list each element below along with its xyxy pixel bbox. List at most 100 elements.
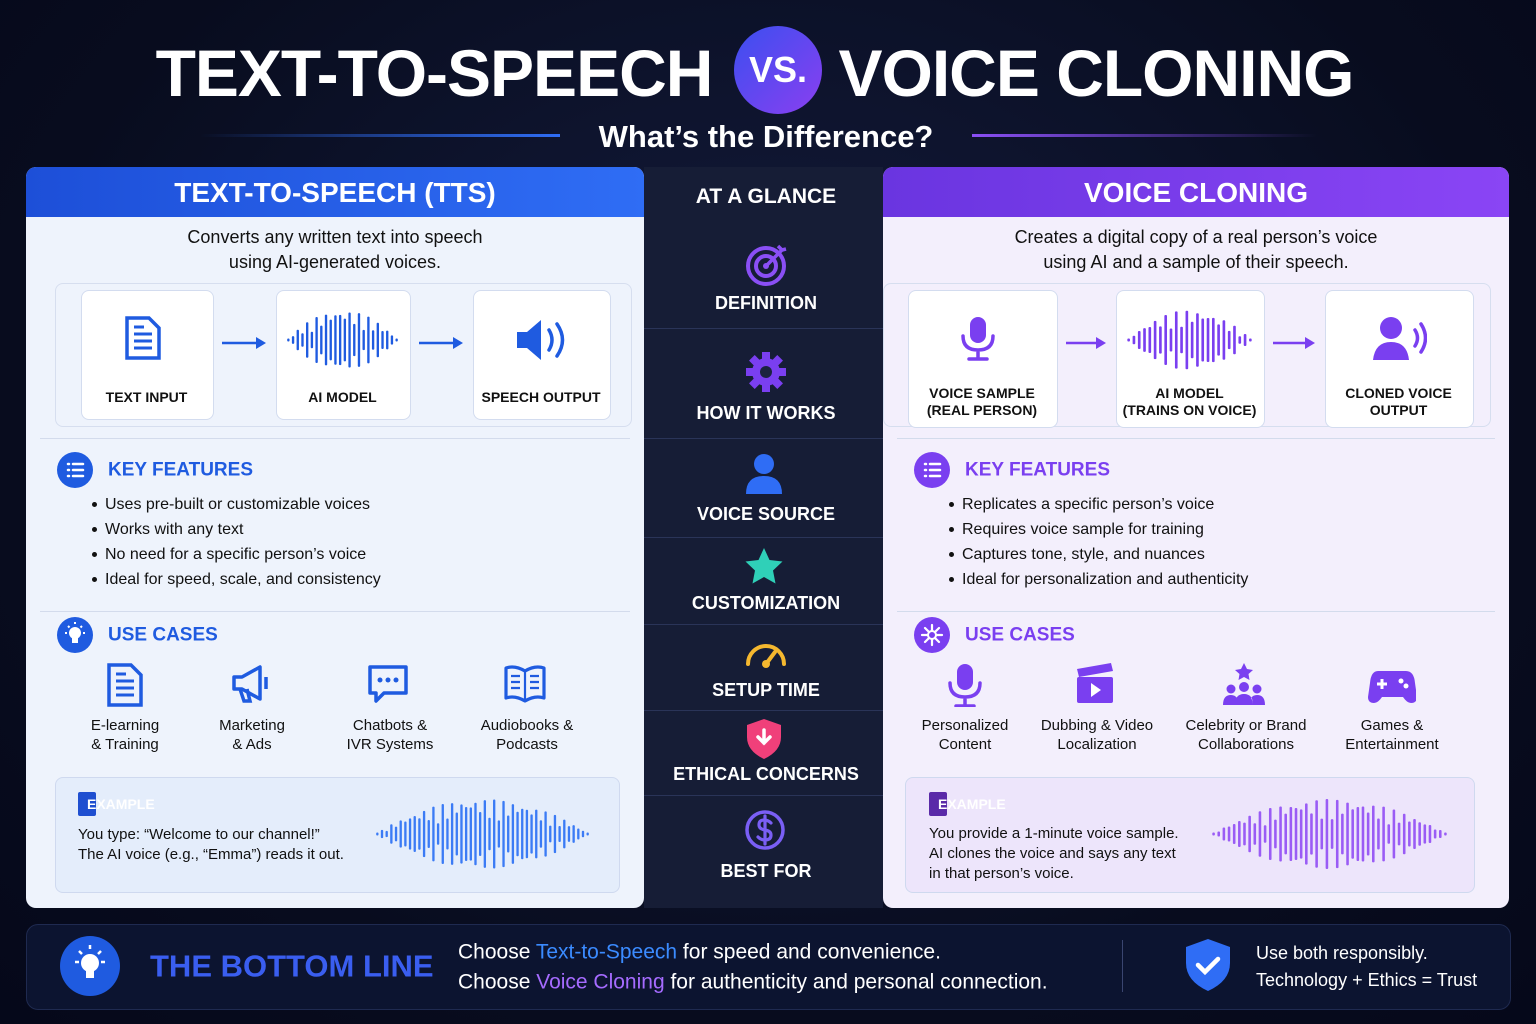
icon-part: [1412, 322, 1427, 354]
icon-part: [539, 820, 543, 848]
use-case-icon: [941, 661, 989, 708]
example-text: You type: “Welcome to our channel!”: [78, 826, 320, 843]
icon-part: [1310, 813, 1313, 855]
icon-part: [469, 807, 472, 861]
glance-divider: [644, 537, 883, 538]
subtitle: What’s the Difference?: [598, 119, 934, 154]
icon-part: [1423, 824, 1427, 844]
icon-part: [1195, 956, 1221, 976]
icon-part: [1217, 831, 1221, 837]
icon-part: [427, 819, 430, 849]
glance-item: VOICE SOURCE: [696, 504, 836, 524]
icon-part: [1196, 313, 1199, 367]
panel-header: [883, 167, 1509, 217]
icon-part: [413, 815, 416, 853]
icon-part: [483, 800, 487, 868]
icon-part: [1294, 808, 1298, 860]
icon-part: [488, 817, 491, 851]
icon-part: [1137, 331, 1141, 349]
icon-part: [1274, 819, 1277, 849]
icon-part: [1211, 317, 1215, 363]
icon-part: [376, 832, 379, 836]
icon-part: [1397, 822, 1401, 846]
icon-part: [1392, 809, 1396, 859]
icon-part: [544, 811, 547, 857]
icon-part: [1222, 320, 1226, 360]
icon-part: [558, 825, 561, 843]
bottom-icon: [59, 935, 121, 997]
use-case-label: & Ads: [232, 736, 272, 753]
icon-part: [324, 314, 328, 366]
icon-part: [474, 802, 477, 866]
flow-icon: [513, 314, 569, 366]
flow-box: [276, 290, 411, 420]
icon-part: [749, 355, 762, 368]
icon-part: [1206, 318, 1210, 362]
icon-part: [1164, 314, 1168, 366]
use-case-label: E-learning: [90, 717, 160, 734]
flow-icon: [954, 314, 1010, 366]
icon-part: [395, 338, 398, 342]
icon: [124, 316, 161, 360]
icon-part: [399, 820, 402, 848]
glance-icon: [744, 350, 788, 394]
icon-part: [961, 334, 995, 361]
bottom-highlight: Text-to-Speech: [535, 940, 678, 964]
panel-description: Converts any written text into speech: [187, 227, 483, 247]
icon: [914, 617, 950, 653]
icon-part: [124, 316, 161, 360]
icon-part: [762, 660, 770, 668]
icon-part: [1379, 317, 1402, 339]
bullet: [949, 552, 954, 557]
icon-part: [1382, 806, 1385, 862]
icon-part: [1223, 694, 1265, 705]
use-case-label: Marketing: [219, 717, 285, 734]
icon: [1077, 663, 1113, 703]
glance-divider: [644, 710, 883, 711]
bullet: [92, 502, 97, 507]
flow-box: [81, 290, 214, 420]
icon-part: [390, 824, 393, 844]
glance-divider: [644, 795, 883, 796]
icon-part: [746, 476, 782, 494]
icon: [232, 665, 268, 703]
flow-label: (TRAINS ON VOICE): [1122, 402, 1257, 418]
icon-part: [455, 812, 458, 856]
glance-divider: [644, 624, 883, 625]
flow-icon: [119, 314, 175, 366]
use-case-label: Celebrity or Brand: [1185, 717, 1307, 734]
use-case-label: Collaborations: [1198, 736, 1294, 753]
icon-part: [357, 313, 361, 367]
glance-icon: [744, 452, 788, 496]
bottom-text: for speed and convenience.: [677, 940, 941, 964]
subtitle-line-right: [972, 134, 1317, 137]
features-icon: [57, 452, 93, 488]
use-case-label: Content: [938, 736, 992, 753]
icon-part: [746, 246, 786, 286]
icon: [948, 664, 982, 708]
use-case-label: & Training: [91, 736, 159, 753]
icon-part: [377, 677, 383, 683]
icon-part: [329, 319, 332, 361]
icon-part: [745, 548, 783, 584]
icon-part: [1201, 318, 1205, 362]
icon-part: [1169, 328, 1173, 352]
icon: [745, 810, 785, 850]
bottom-line: Choose Voice Cloning for authenticity an…: [458, 972, 1048, 993]
icon-part: [1284, 813, 1287, 855]
icon-part: [390, 335, 394, 345]
icon-part: [436, 823, 440, 845]
example-box: [905, 777, 1475, 893]
glance-item: DEFINITION: [715, 293, 817, 313]
icon-part: [1377, 818, 1380, 850]
icon-part: [1148, 327, 1152, 353]
icon-part: [1387, 824, 1391, 844]
glance-item: SETUP TIME: [712, 680, 820, 700]
icon-part: [1096, 337, 1106, 349]
glance-icon: [744, 634, 788, 678]
icon: [57, 452, 93, 488]
icon-part: [530, 814, 533, 854]
icon-part: [381, 330, 384, 350]
icon-part: [1418, 822, 1421, 846]
divider: [897, 438, 1495, 439]
